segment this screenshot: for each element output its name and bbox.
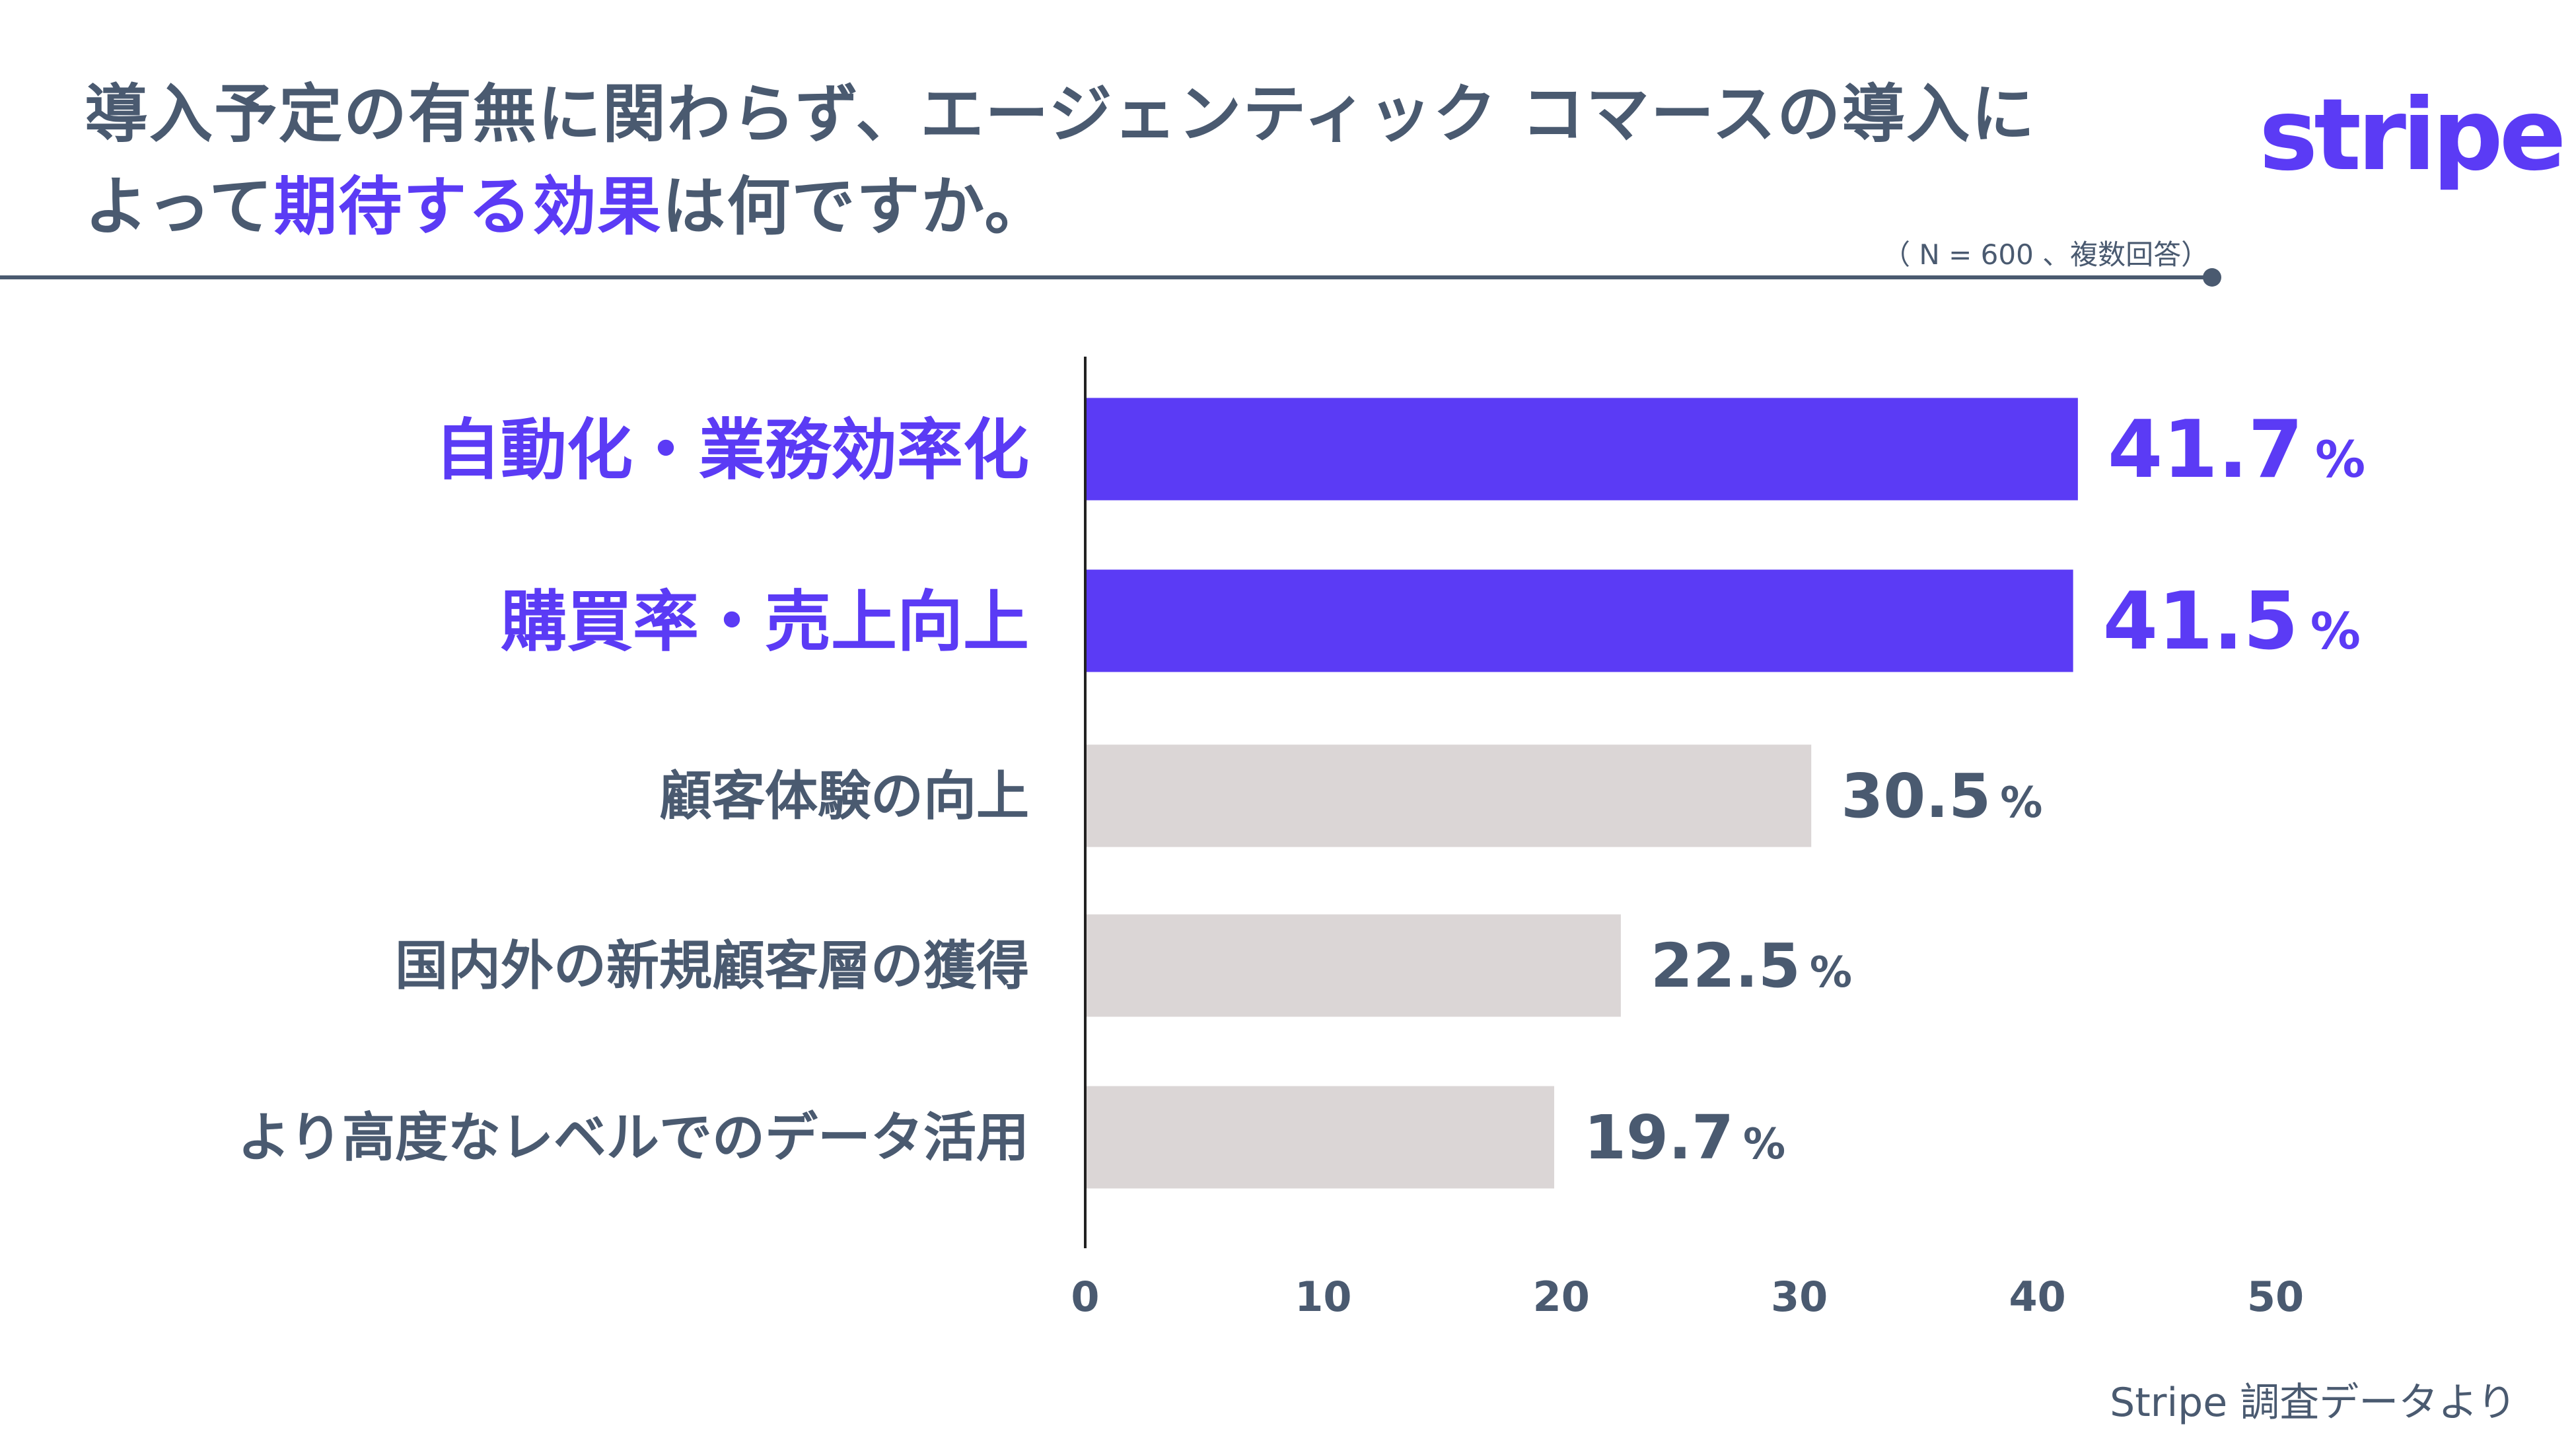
source-note: Stripe 調査データより [2110,1380,2517,1426]
title-line-2-pre: よって [85,170,274,244]
bar-0 [1085,398,2078,501]
bar-1 [1085,569,2073,672]
value-label-3: 22.5% [1651,931,1852,1001]
value-label-2: 30.5% [1841,761,2042,831]
value-unit-4: % [1743,1120,1785,1169]
x-tick-label-2: 20 [1533,1273,1590,1321]
value-unit-0: % [2315,430,2365,489]
value-number-1: 41.5 [2103,576,2299,668]
stripe-logo: stripe [2259,78,2566,193]
value-number-2: 30.5 [1841,761,1991,831]
title-line-1: 導入予定の有無に関わらず、エージェンティック コマースの導入に [85,77,2036,151]
bar-4 [1085,1086,1554,1189]
value-unit-1: % [2310,602,2361,660]
value-label-1: 41.5% [2103,576,2361,668]
title-highlight: 期待する効果 [273,170,662,244]
title-line-2-post: は何ですか。 [662,170,1050,244]
x-tick-label-1: 10 [1295,1273,1351,1321]
category-label-1: 購買率・売上向上 [501,583,1029,660]
value-label-0: 41.7% [2108,404,2365,496]
category-label-2: 顧客体験の向上 [659,765,1029,827]
value-unit-3: % [1810,948,1852,997]
sample-note: （ N = 600 、複数回答） [1882,238,2209,271]
value-unit-2: % [2000,779,2042,828]
value-number-4: 19.7 [1584,1102,1734,1173]
x-tick-label-4: 40 [2009,1273,2065,1321]
x-tick-label-0: 0 [1071,1273,1099,1321]
category-label-4: より高度なレベルでのデータ活用 [238,1107,1029,1168]
title-divider [0,275,2213,279]
bar-2 [1085,744,1812,847]
divider-end-dot [2203,268,2221,287]
x-tick-label-5: 50 [2247,1273,2304,1321]
x-tick-label-3: 30 [1771,1273,1828,1321]
title-line-2: よって期待する効果は何ですか。 [85,155,1049,247]
bar-3 [1085,914,1621,1017]
value-label-4: 19.7% [1584,1102,1785,1173]
value-number-3: 22.5 [1651,931,1801,1001]
category-label-3: 国内外の新規顧客層の獲得 [395,935,1029,997]
category-label-0: 自動化・業務効率化 [435,411,1029,489]
value-number-0: 41.7 [2108,404,2303,496]
